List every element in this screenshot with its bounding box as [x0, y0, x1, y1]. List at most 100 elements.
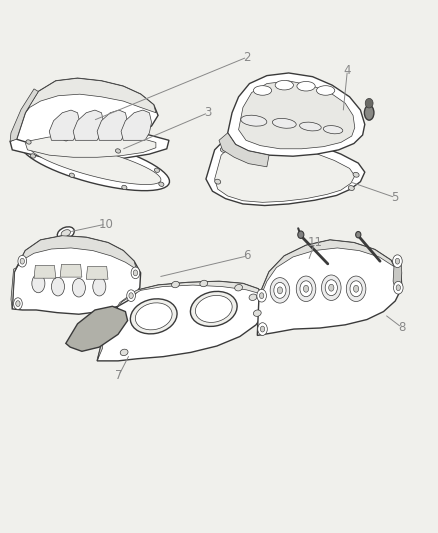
Polygon shape [29, 142, 161, 184]
Ellipse shape [127, 290, 135, 302]
Polygon shape [259, 240, 394, 296]
Ellipse shape [395, 259, 399, 264]
Ellipse shape [26, 140, 31, 144]
Ellipse shape [69, 173, 74, 177]
Ellipse shape [131, 267, 140, 279]
Polygon shape [215, 141, 355, 203]
Polygon shape [17, 78, 158, 143]
Polygon shape [10, 89, 39, 141]
Ellipse shape [346, 276, 366, 302]
Ellipse shape [353, 172, 359, 177]
Ellipse shape [304, 285, 309, 292]
Ellipse shape [215, 179, 221, 184]
Polygon shape [66, 306, 127, 351]
Ellipse shape [364, 106, 374, 120]
Ellipse shape [20, 259, 25, 264]
Ellipse shape [61, 230, 71, 237]
Polygon shape [219, 133, 269, 167]
Ellipse shape [297, 82, 315, 91]
Polygon shape [25, 78, 156, 113]
Text: 5: 5 [392, 191, 399, 204]
Ellipse shape [195, 295, 232, 322]
Ellipse shape [129, 293, 133, 298]
Ellipse shape [111, 328, 118, 334]
Polygon shape [206, 133, 365, 206]
Ellipse shape [18, 255, 27, 267]
Text: 4: 4 [344, 64, 351, 77]
Ellipse shape [14, 298, 22, 310]
Ellipse shape [296, 276, 316, 302]
Polygon shape [97, 326, 106, 361]
Ellipse shape [135, 303, 172, 330]
Polygon shape [12, 236, 141, 314]
Polygon shape [25, 134, 156, 157]
Ellipse shape [272, 118, 296, 128]
Ellipse shape [260, 326, 265, 332]
Ellipse shape [32, 274, 45, 293]
Polygon shape [257, 240, 402, 335]
Ellipse shape [348, 185, 354, 190]
Polygon shape [105, 281, 261, 327]
Ellipse shape [133, 270, 138, 276]
Text: 6: 6 [244, 249, 251, 262]
Ellipse shape [131, 299, 177, 334]
Ellipse shape [116, 149, 120, 153]
Polygon shape [97, 110, 127, 140]
Polygon shape [73, 110, 104, 140]
Polygon shape [97, 281, 266, 361]
Ellipse shape [154, 168, 159, 173]
Ellipse shape [159, 182, 164, 187]
Polygon shape [34, 265, 56, 278]
Ellipse shape [396, 285, 400, 290]
Polygon shape [11, 268, 17, 309]
Ellipse shape [350, 281, 362, 297]
Ellipse shape [172, 281, 180, 288]
Ellipse shape [274, 282, 286, 298]
Ellipse shape [257, 289, 266, 302]
Ellipse shape [51, 277, 64, 296]
Ellipse shape [300, 281, 312, 297]
Ellipse shape [191, 292, 237, 326]
Ellipse shape [241, 115, 267, 126]
Ellipse shape [253, 86, 272, 95]
Ellipse shape [57, 227, 74, 239]
Polygon shape [121, 110, 152, 140]
Ellipse shape [93, 277, 106, 296]
Text: 3: 3 [205, 106, 212, 119]
Text: 7: 7 [115, 369, 123, 382]
Ellipse shape [249, 294, 257, 301]
Ellipse shape [275, 80, 293, 90]
Ellipse shape [259, 293, 264, 298]
Text: 8: 8 [398, 321, 406, 334]
Ellipse shape [120, 349, 128, 356]
Ellipse shape [16, 301, 20, 306]
Polygon shape [60, 264, 82, 277]
Ellipse shape [258, 322, 267, 335]
Polygon shape [49, 110, 80, 140]
Text: 2: 2 [244, 51, 251, 63]
Ellipse shape [323, 126, 343, 134]
Ellipse shape [353, 285, 359, 292]
Ellipse shape [365, 99, 373, 108]
Polygon shape [10, 130, 169, 160]
Ellipse shape [356, 231, 361, 238]
Polygon shape [228, 73, 365, 156]
Ellipse shape [30, 154, 35, 158]
Ellipse shape [277, 287, 283, 294]
Ellipse shape [220, 148, 226, 152]
Ellipse shape [270, 278, 290, 303]
Text: 11: 11 [307, 236, 322, 249]
Ellipse shape [325, 280, 337, 296]
Ellipse shape [63, 136, 68, 141]
Ellipse shape [393, 281, 403, 294]
Ellipse shape [235, 285, 243, 291]
Ellipse shape [298, 231, 304, 238]
Text: 10: 10 [99, 217, 113, 231]
Ellipse shape [122, 185, 127, 190]
Ellipse shape [392, 255, 402, 268]
Polygon shape [86, 266, 108, 279]
Polygon shape [239, 81, 355, 149]
Ellipse shape [300, 122, 321, 131]
Ellipse shape [321, 275, 341, 301]
Ellipse shape [254, 310, 261, 317]
